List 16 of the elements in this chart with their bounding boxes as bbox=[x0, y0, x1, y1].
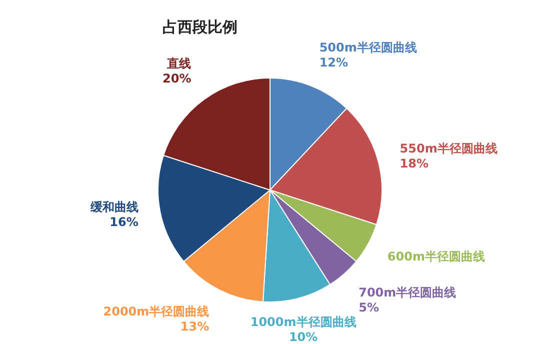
slice-label: 直线 bbox=[166, 56, 192, 71]
slice-label: 600m半径圆曲线 bbox=[387, 250, 485, 264]
slice-label: 550m半径圆曲线 bbox=[400, 142, 498, 156]
slice-label: 700m半径圆曲线 bbox=[358, 286, 456, 300]
slice-label: 500m半径圆曲线 bbox=[319, 40, 417, 54]
slice-label: 缓和曲线 bbox=[89, 200, 138, 214]
data-label: 16% bbox=[110, 215, 138, 230]
data-label: 12% bbox=[319, 55, 348, 70]
data-label: 20% bbox=[162, 72, 192, 86]
data-label: 10% bbox=[288, 330, 318, 344]
data-label: 18% bbox=[400, 156, 429, 171]
slice-label: 1000m半径圆曲线 bbox=[250, 314, 356, 329]
data-label: 13% bbox=[180, 319, 210, 334]
slice-label: 2000m半径圆曲线 bbox=[103, 304, 210, 318]
chart-title: 占西段比例 bbox=[162, 18, 238, 36]
data-label: 5% bbox=[358, 300, 379, 315]
